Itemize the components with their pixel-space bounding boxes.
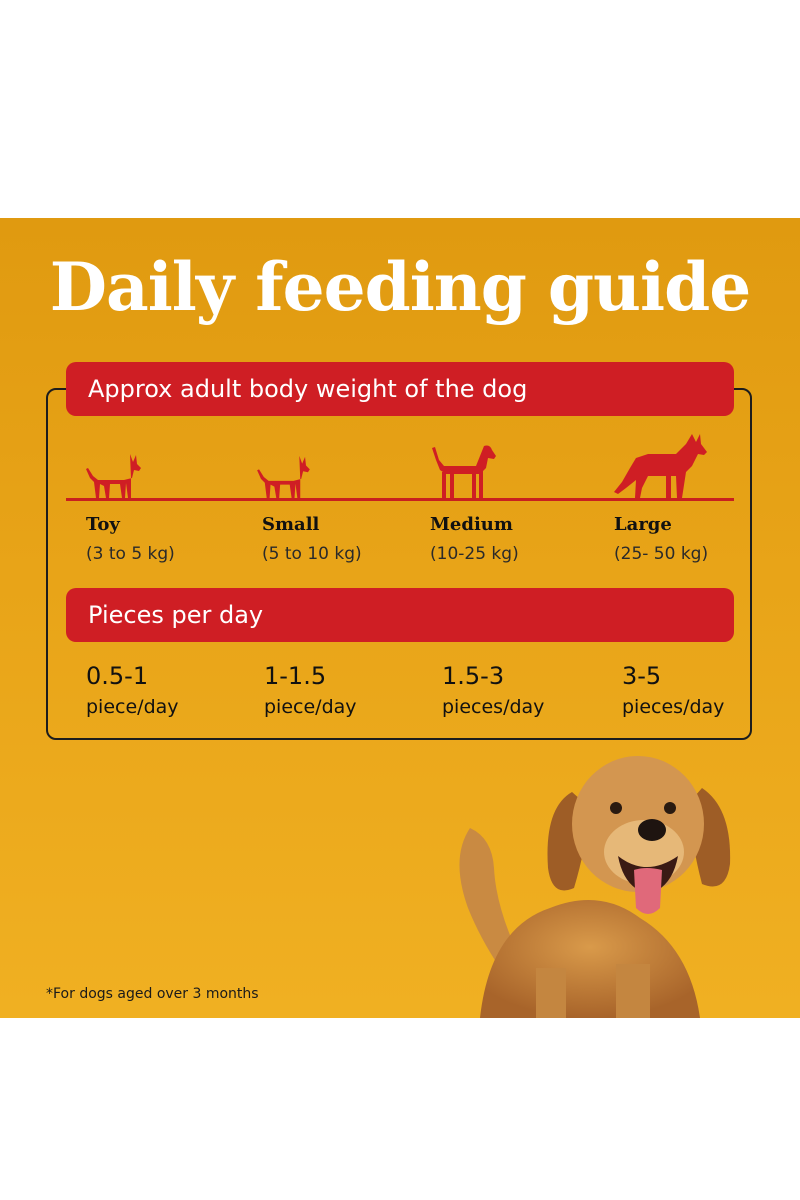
age-footnote: *For dogs aged over 3 months xyxy=(46,986,259,1002)
size-range-medium: (10-25 kg) xyxy=(430,544,519,564)
size-label-toy: Toy xyxy=(86,514,120,535)
size-range-large: (25- 50 kg) xyxy=(614,544,709,564)
pieces-amount-large: 3-5 xyxy=(622,662,662,690)
size-range-toy: (3 to 5 kg) xyxy=(86,544,175,564)
size-label-large: Large xyxy=(614,514,672,535)
large-dog-icon xyxy=(612,430,708,500)
toy-dog-icon xyxy=(84,452,142,500)
pieces-header-label: Pieces per day xyxy=(88,601,264,629)
golden-retriever-photo xyxy=(440,738,740,1018)
size-label-small: Small xyxy=(262,514,320,535)
feeding-guide-banner: Daily feeding guide Approx adult body we… xyxy=(0,218,800,1018)
small-dog-icon xyxy=(255,454,311,500)
pieces-amount-medium: 1.5-3 xyxy=(442,662,505,690)
pieces-amount-small: 1-1.5 xyxy=(264,662,327,690)
pieces-unit-large: pieces/day xyxy=(622,696,725,718)
pieces-header-bar: Pieces per day xyxy=(66,588,734,642)
weight-header-label: Approx adult body weight of the dog xyxy=(88,375,528,403)
weight-header-bar: Approx adult body weight of the dog xyxy=(66,362,734,416)
medium-dog-icon xyxy=(426,442,498,500)
size-baseline-divider xyxy=(66,498,734,501)
pieces-unit-small: piece/day xyxy=(264,696,357,718)
size-range-small: (5 to 10 kg) xyxy=(262,544,362,564)
pieces-unit-toy: piece/day xyxy=(86,696,179,718)
page-title: Daily feeding guide xyxy=(49,248,752,326)
size-label-medium: Medium xyxy=(430,514,513,535)
pieces-amount-toy: 0.5-1 xyxy=(86,662,149,690)
pieces-unit-medium: pieces/day xyxy=(442,696,545,718)
